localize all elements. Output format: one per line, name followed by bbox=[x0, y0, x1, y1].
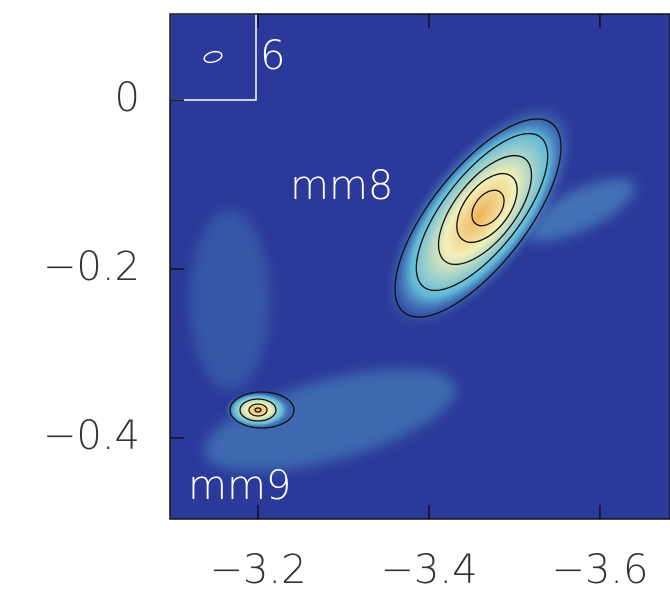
x-tick-label: −3.4 bbox=[380, 547, 477, 593]
y-tick-label: 0 bbox=[115, 75, 140, 121]
x-tick-label: −3.2 bbox=[209, 547, 306, 593]
x-tick-label: −3.6 bbox=[551, 547, 648, 593]
image bbox=[170, 14, 670, 519]
y-tick-label: −0.4 bbox=[43, 413, 140, 459]
annotation: mm9 bbox=[188, 463, 291, 509]
mm8-source bbox=[381, 98, 579, 332]
annotation: mm8 bbox=[290, 163, 393, 209]
annotation: 6 bbox=[260, 33, 285, 79]
mm9-source bbox=[223, 390, 293, 430]
y-tick-label: −0.2 bbox=[43, 244, 140, 290]
diffuse-emission bbox=[190, 178, 636, 472]
plot-frame bbox=[169, 13, 670, 520]
contours bbox=[229, 118, 562, 429]
